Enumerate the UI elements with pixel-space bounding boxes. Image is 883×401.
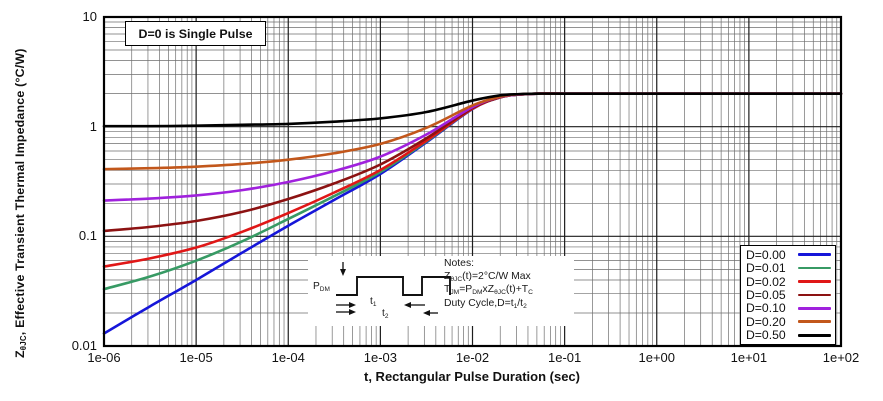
text: (t)=2°C/W Max: [462, 271, 531, 283]
subscript: DM: [472, 289, 483, 297]
curve-D=0.50: [102, 92, 843, 128]
legend-label: D=0.50: [746, 328, 786, 343]
subscript: JM: [450, 289, 460, 297]
legend-label: D=0.20: [746, 314, 786, 329]
subscript: θJC: [494, 289, 506, 297]
legend-label: D=0.10: [746, 301, 786, 316]
legend-line-swatch: [798, 333, 831, 337]
subscript: 2: [523, 302, 527, 310]
text: Z: [444, 271, 451, 283]
legend-line-swatch: [798, 253, 831, 257]
curves: [102, 92, 843, 335]
x-tick-label: 1e-05: [179, 350, 213, 365]
notes-inset: [308, 256, 574, 326]
plot-frame: [102, 15, 843, 348]
text: P: [313, 281, 320, 292]
legend-line-swatch: [798, 320, 831, 324]
legend-item: D=0.20: [746, 314, 831, 329]
x-tick-label: 1e-03: [363, 350, 397, 365]
pulse-waveform: [336, 276, 451, 296]
subscript: 1: [372, 300, 377, 308]
x-tick-label: 1e+00: [638, 350, 676, 365]
legend-line-swatch: [798, 307, 831, 310]
legend-label: D=0.02: [746, 274, 786, 289]
notes-background: [308, 256, 574, 326]
subscript: C: [528, 289, 533, 297]
y-tick-label: 0.1: [78, 228, 97, 244]
pulse-label-t2: t2: [382, 308, 388, 320]
subscript: DM: [319, 285, 330, 293]
x-axis-title: t, Rectangular Pulse Duration (sec): [364, 369, 580, 384]
x-tick-label: 1e+01: [730, 350, 768, 365]
text: /t: [517, 297, 524, 309]
x-tick-label: 1e-04: [271, 350, 305, 365]
y-tick-label: 0.01: [71, 338, 97, 353]
single-pulse-annotation: D=0 is Single Pulse: [125, 21, 266, 46]
subscript: 1: [513, 302, 518, 310]
text: =P: [459, 284, 473, 296]
x-tick-label: 1e+02: [822, 350, 860, 365]
pulse-label-pdm: PDM: [313, 281, 330, 293]
legend-line-swatch: [798, 293, 831, 297]
legend-item: D=0.10: [746, 301, 831, 316]
note-line: Duty Cycle,D=t1/t2: [444, 298, 527, 313]
y-tick-label: 10: [82, 9, 97, 24]
note-line: Notes:: [444, 258, 474, 270]
legend-item: D=0.02: [746, 274, 831, 289]
legend-item: D=0.01: [746, 261, 831, 276]
text: T: [444, 284, 451, 296]
text: , Effective Transient Thermal Impedance …: [13, 48, 27, 336]
text: xZ: [482, 284, 495, 296]
note-line: TJM=PDMxZθJC(t)+TC: [444, 284, 533, 299]
text: Duty Cycle,D=t: [444, 297, 514, 309]
x-tick-label: 1e-01: [548, 350, 582, 365]
legend-item: D=0.50: [746, 328, 831, 343]
legend-label: D=0.00: [746, 247, 786, 262]
y-axis-title: ZθJC, Effective Transient Thermal Impeda…: [13, 48, 28, 358]
legend-line-swatch: [798, 266, 831, 270]
legend-item: D=0.05: [746, 287, 831, 302]
text: Notes:: [444, 258, 475, 269]
y-tick-label: 1: [89, 118, 97, 134]
subscript: θJC: [450, 276, 463, 284]
subscript: θJC: [19, 335, 29, 351]
note-line: ZθJC(t)=2°C/W Max: [444, 271, 531, 286]
pulse-label-t1: t1: [370, 296, 376, 308]
legend-line-swatch: [798, 280, 831, 283]
legend-item: D=0.00: [746, 247, 831, 262]
legend: D=0.00 D=0.01 D=0.02 D=0.05 D=0.10 D=0.20 D=0.…: [740, 245, 836, 345]
text: (t)+T: [505, 284, 529, 296]
subscript: 2: [384, 312, 389, 320]
legend-label: D=0.01: [746, 261, 786, 276]
text: t: [370, 296, 373, 307]
text: t: [382, 308, 385, 319]
dimension-arrows: [336, 262, 438, 316]
text: Z: [13, 350, 27, 358]
x-tick-label: 1e-02: [455, 350, 490, 365]
legend-label: D=0.05: [746, 287, 786, 302]
x-tick-label: 1e-06: [87, 350, 121, 365]
